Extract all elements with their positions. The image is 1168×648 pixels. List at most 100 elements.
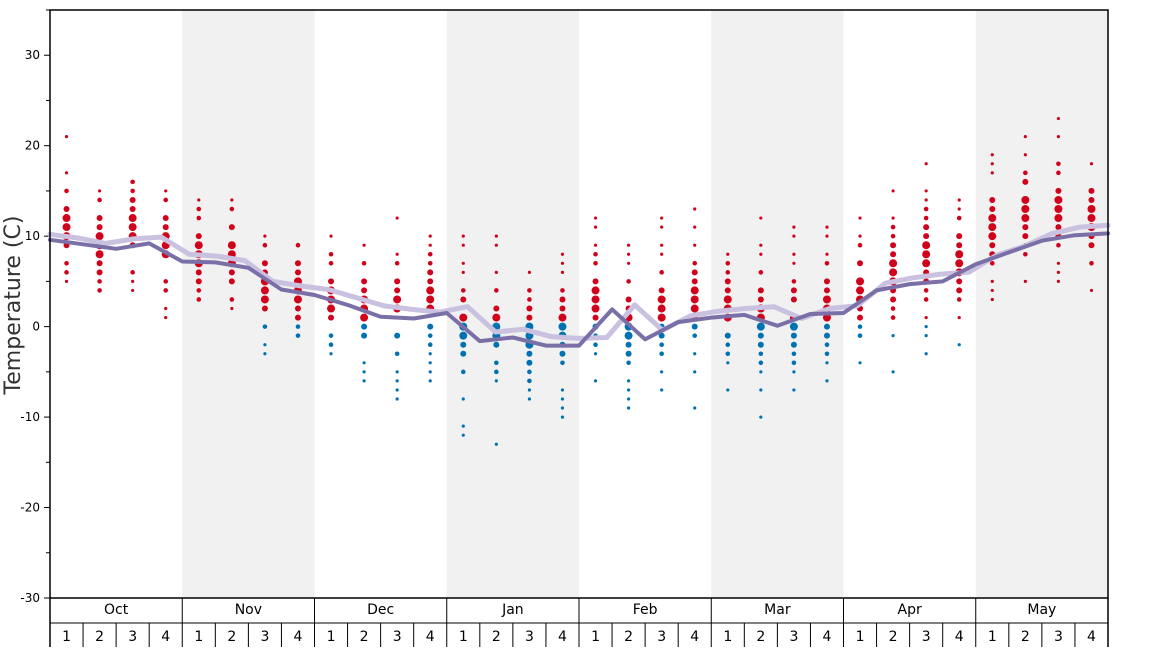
temperature-dot	[131, 288, 135, 293]
month-label-nov: Nov	[235, 602, 262, 618]
temperature-dot	[261, 305, 268, 312]
temperature-dot	[527, 397, 532, 401]
y-axis-title: Temperature (C)	[1, 216, 26, 396]
temperature-dot	[1089, 288, 1094, 293]
temperature-dot	[591, 304, 600, 313]
temperature-line-light	[47, 222, 1111, 341]
temperature-dot	[1023, 170, 1028, 176]
temperature-dot	[890, 224, 896, 230]
temperature-dot	[756, 322, 765, 331]
temperature-dot	[526, 359, 533, 366]
temperature-dot	[428, 361, 432, 365]
temperature-dot	[494, 379, 498, 383]
temperature-dot	[924, 162, 928, 166]
temperature-dot	[922, 250, 931, 259]
temperature-dot	[890, 242, 897, 249]
temperature-dot	[791, 351, 797, 357]
temperature-dot	[825, 379, 829, 383]
temperature-dot	[228, 224, 235, 231]
temperature-dot	[592, 314, 599, 321]
temperature-dot	[593, 379, 598, 383]
week-label: 2	[227, 629, 236, 645]
temperature-dot	[130, 270, 135, 275]
temperature-dot	[1054, 195, 1063, 204]
temperature-dot	[725, 260, 731, 266]
temperature-dot	[857, 333, 863, 338]
week-label: 3	[922, 629, 931, 645]
temperature-dot	[790, 296, 797, 303]
temperature-dot	[96, 215, 103, 222]
temperature-dot	[263, 343, 267, 347]
temperature-dot	[759, 243, 763, 247]
temperature-dot	[1023, 135, 1027, 139]
temperature-dot	[560, 360, 565, 366]
temperature-dot	[461, 261, 465, 265]
temperature-dot	[955, 250, 964, 259]
month-label-apr: Apr	[898, 602, 922, 618]
temperature-dot	[825, 361, 829, 365]
temperature-dot	[923, 288, 929, 293]
temperature-dot	[295, 324, 301, 329]
temperature-dot	[791, 279, 797, 284]
week-label: 2	[360, 629, 369, 645]
temperature-dot	[361, 278, 368, 285]
temperature-dot	[626, 360, 631, 366]
temperature-dot	[196, 297, 202, 302]
week-label: 3	[1054, 629, 1063, 645]
temperature-dot	[428, 370, 432, 374]
temperature-dot	[230, 306, 234, 311]
temperature-dot	[757, 287, 764, 294]
temperature-dot	[890, 233, 896, 239]
temperature-dot	[1021, 205, 1030, 214]
month-label-feb: Feb	[633, 602, 658, 618]
week-label: 1	[327, 629, 336, 645]
temperature-dot	[858, 361, 862, 365]
temperature-dot	[957, 315, 961, 320]
month-label-jan: Jan	[501, 602, 524, 618]
temperature-dot	[693, 207, 697, 211]
temperature-dot	[693, 352, 697, 356]
temperature-dot	[757, 341, 764, 348]
temperature-dot	[328, 251, 334, 257]
temperature-dot	[857, 260, 864, 267]
temperature-dot	[1056, 170, 1061, 176]
temperature-dot	[724, 278, 731, 285]
temperature-dot	[1023, 153, 1027, 157]
y-tick-label: -30	[20, 591, 40, 605]
temperature-dot	[494, 270, 498, 274]
temperature-dot	[228, 278, 235, 285]
temperature-dot	[294, 314, 301, 321]
temperature-dot	[559, 305, 566, 312]
temperature-dot	[362, 370, 366, 374]
temperature-dot	[1021, 214, 1030, 223]
week-label: 4	[161, 629, 170, 645]
temperature-dot	[757, 332, 764, 339]
temperature-dot	[262, 242, 268, 248]
y-tick-label: 0	[32, 320, 40, 334]
temperature-dot	[228, 269, 235, 276]
temperature-dot	[822, 313, 831, 322]
temperature-dot	[758, 270, 764, 275]
temperature-dot	[626, 243, 631, 247]
temperature-dot	[658, 332, 665, 339]
week-label: 4	[426, 629, 435, 645]
temperature-dot	[824, 260, 830, 266]
temperature-dot	[560, 270, 565, 274]
temperature-dot	[395, 388, 399, 392]
temperature-dot	[990, 171, 994, 175]
temperature-dot	[362, 361, 366, 365]
temperature-dot	[990, 153, 994, 157]
temperature-dot	[990, 297, 994, 302]
temperature-dot	[328, 278, 335, 285]
temperature-dot	[891, 370, 895, 374]
temperature-dot	[924, 189, 928, 193]
temperature-dot	[726, 361, 730, 365]
temperature-dot	[1022, 233, 1029, 240]
temperature-dot	[560, 252, 565, 256]
temperature-dot	[725, 270, 731, 275]
temperature-dot	[988, 223, 997, 232]
temperature-dot	[626, 379, 631, 383]
temperature-dot	[97, 189, 102, 193]
temperature-dot	[362, 379, 366, 383]
